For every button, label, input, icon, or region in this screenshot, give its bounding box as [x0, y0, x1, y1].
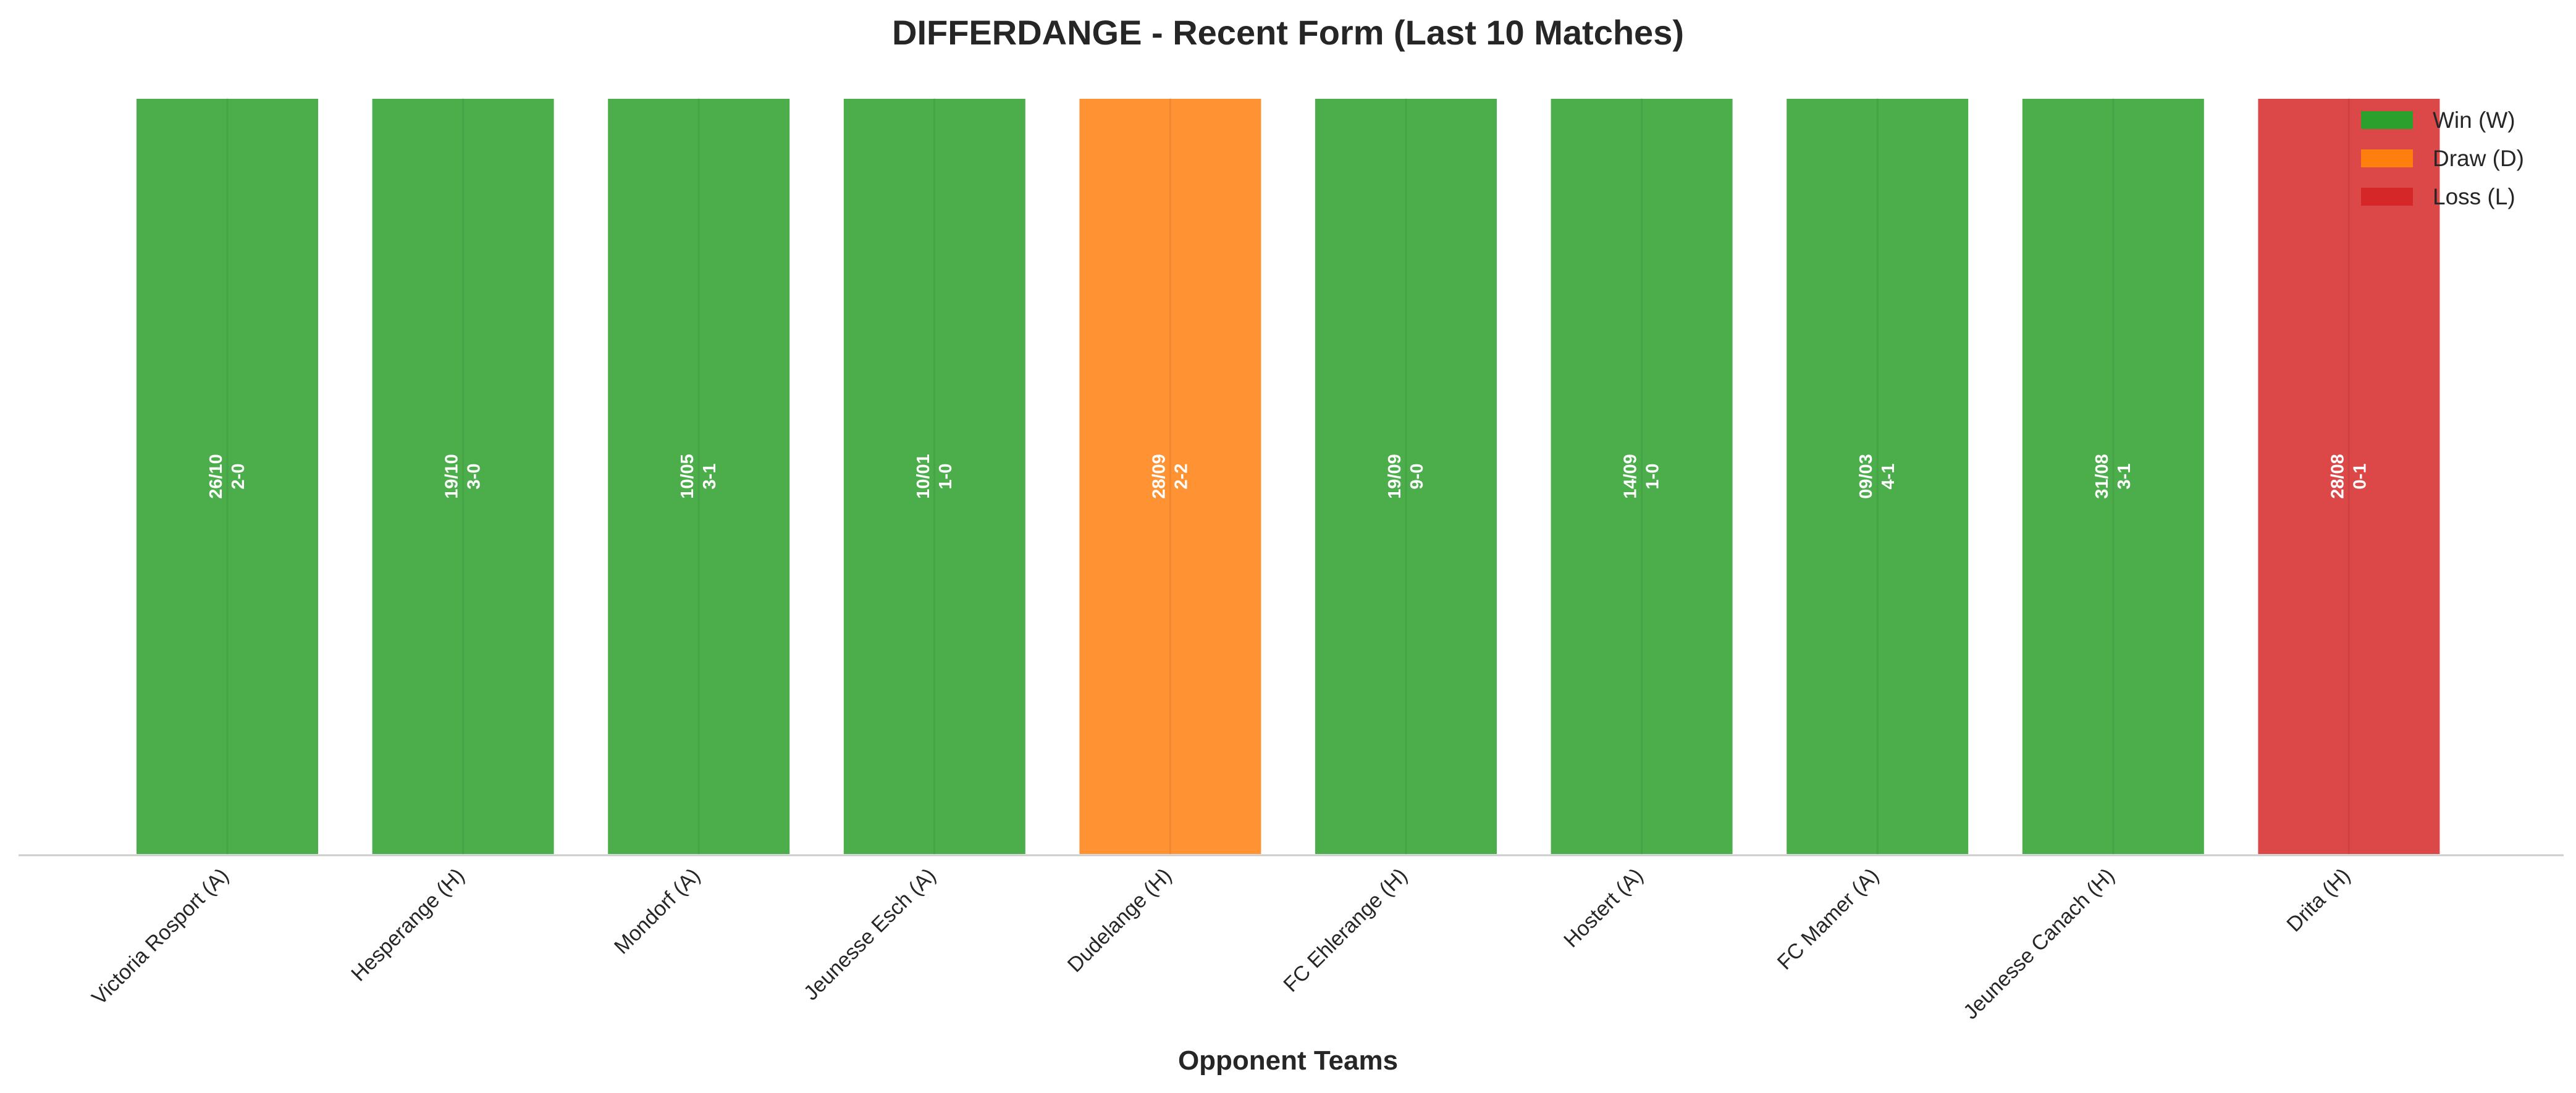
legend-swatch-d [2361, 149, 2413, 167]
x-tick-labels: Victoria Rosport (A) Hesperange (H) Mondor… [87, 864, 2355, 1024]
x-tick-label-1: Victoria Rosport (A) [87, 864, 233, 1010]
x-tick-label-9: Jeunesse Canach (H) [1959, 864, 2119, 1024]
bar-score-label-2: 3-0 [465, 464, 484, 490]
legend-label-d: Draw (D) [2433, 146, 2524, 171]
bar-score-label-9: 3-1 [2115, 464, 2134, 490]
bar-date-label-6: 19/09 [1385, 454, 1405, 499]
x-tick-label-8: FC Mamer (A) [1773, 864, 1884, 974]
bar-score-label-1: 2-0 [229, 464, 248, 490]
legend-swatch-w [2361, 111, 2413, 129]
bar-date-label-3: 10/05 [678, 454, 697, 499]
bar-date-label-4: 10/01 [914, 454, 933, 499]
bar-date-label-10: 28/08 [2328, 454, 2347, 499]
bar-4 [841, 96, 1028, 856]
bar-score-label-5: 2-2 [1171, 464, 1191, 490]
bar-date-label-5: 28/09 [1149, 454, 1169, 499]
bar-date-label-8: 09/03 [1856, 454, 1876, 499]
bar-score-label-8: 4-1 [1879, 464, 1898, 490]
x-tick-label-2: Hesperange (H) [347, 864, 469, 986]
legend-label-w: Win (W) [2433, 107, 2515, 133]
x-tick-label-10: Drita (H) [2282, 864, 2355, 937]
x-tick-label-3: Mondorf (A) [610, 864, 705, 959]
bar-date-label-9: 31/08 [2092, 454, 2112, 499]
bar-score-label-7: 1-0 [1643, 464, 1663, 490]
bar-10 [2255, 96, 2443, 856]
x-axis-label: Opponent Teams [1178, 1045, 1398, 1076]
bar-6 [1313, 96, 1499, 856]
bar-3 [605, 96, 793, 856]
bar-date-label-2: 19/10 [442, 454, 462, 499]
bar-score-label-10: 0-1 [2350, 464, 2370, 490]
bar-7 [1548, 96, 1735, 856]
x-tick-label-6: FC Ehlerange (H) [1279, 864, 1412, 997]
legend-label-l: Loss (L) [2433, 184, 2515, 209]
bar-score-label-4: 1-0 [936, 464, 956, 490]
bar-2 [369, 96, 557, 856]
x-tick-label-5: Dudelange (H) [1063, 864, 1176, 977]
bar-8 [1784, 96, 1971, 856]
bars-group: 26/10 2-0 19/10 3-0 10/05 3-1 10/01 1-0 28/09 2-2… [134, 96, 2443, 856]
legend-swatch-l [2361, 188, 2413, 206]
bar-date-label-1: 26/10 [206, 454, 226, 499]
x-tick-label-7: Hostert (A) [1559, 864, 1648, 952]
chart-title: DIFFERDANGE - Recent Form (Last 10 Match… [892, 13, 1684, 52]
legend: Win (W) Draw (D) Loss (L) [2361, 107, 2524, 209]
bar-1 [134, 96, 321, 856]
bar-date-label-7: 14/09 [1621, 454, 1641, 499]
bar-5 [1077, 96, 1264, 856]
x-tick-label-4: Jeunesse Esch (A) [799, 864, 941, 1005]
bar-score-label-3: 3-1 [700, 464, 720, 490]
bar-score-label-6: 9-0 [1407, 464, 1427, 490]
